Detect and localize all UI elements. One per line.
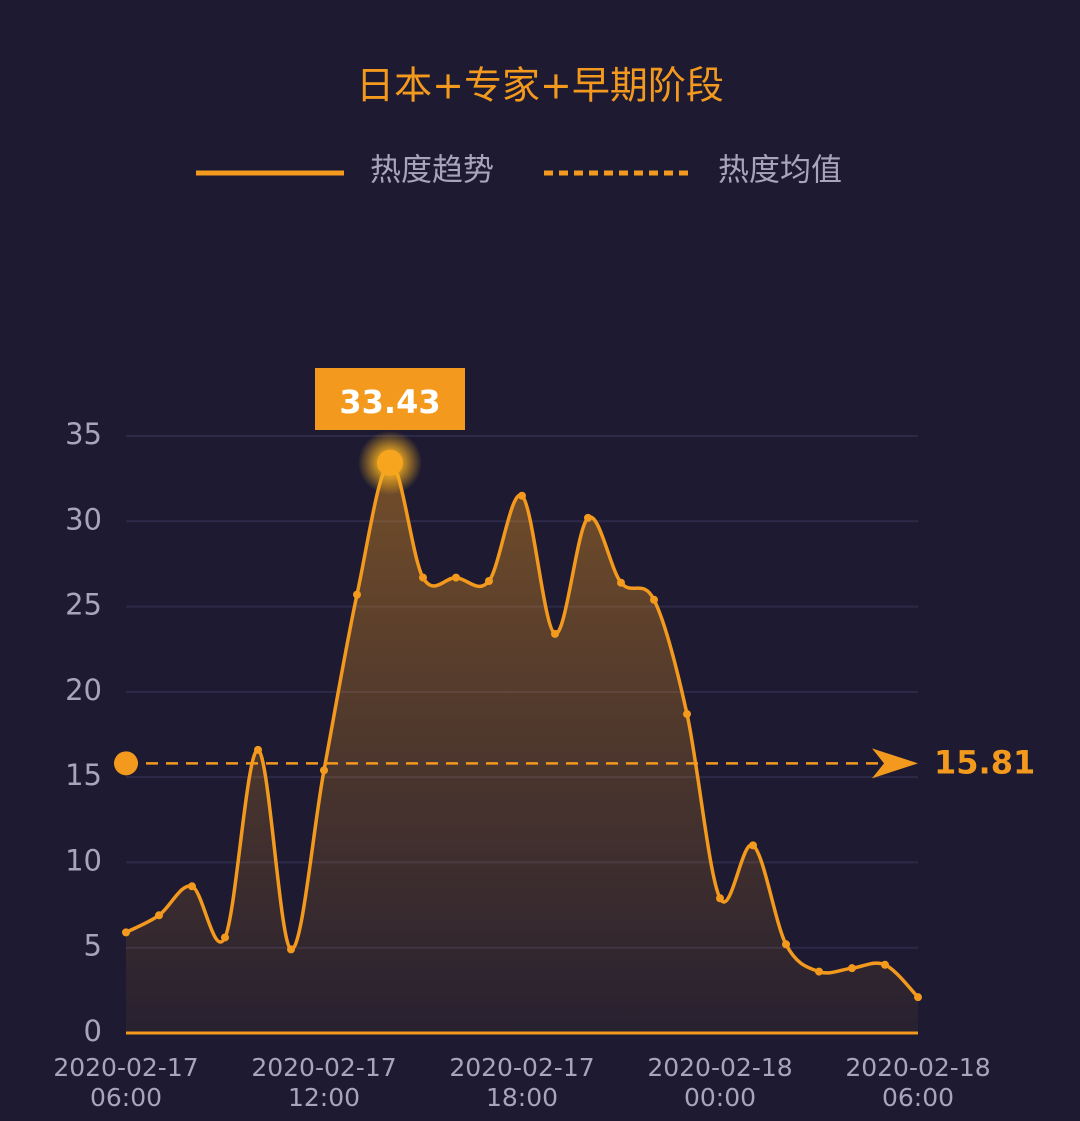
point xyxy=(155,911,163,920)
point xyxy=(848,964,856,973)
point xyxy=(485,576,493,585)
y-tick-label: 15 xyxy=(65,758,102,792)
x-tick-label: 2020-02-18 00:00 xyxy=(647,1053,793,1112)
point xyxy=(650,595,658,604)
area xyxy=(126,462,918,1033)
x-tick-label: 2020-02-17 06:00 xyxy=(53,1053,199,1112)
y-tick-label: 10 xyxy=(65,843,102,877)
point xyxy=(782,940,790,949)
point xyxy=(815,967,823,976)
max-label: 33.43 xyxy=(339,383,440,421)
point xyxy=(254,745,262,754)
max-label-box xyxy=(315,368,465,430)
point xyxy=(353,590,361,599)
point xyxy=(188,882,196,891)
point xyxy=(122,928,130,937)
y-tick-label: 35 xyxy=(65,417,102,451)
point xyxy=(518,491,526,500)
point xyxy=(683,710,691,719)
point xyxy=(287,945,295,954)
point xyxy=(881,960,889,969)
point xyxy=(452,573,460,582)
y-tick-label: 0 xyxy=(84,1014,102,1048)
point xyxy=(617,578,625,587)
mean-arrow xyxy=(872,748,918,779)
point xyxy=(419,573,427,582)
point xyxy=(320,766,328,775)
point xyxy=(716,894,724,903)
point xyxy=(551,629,559,638)
chart-title: 日本+专家+早期阶段 xyxy=(356,64,724,108)
mean-label: 15.81 xyxy=(934,743,1035,781)
y-tick-label: 20 xyxy=(65,673,102,707)
point xyxy=(584,513,592,522)
mean-start xyxy=(114,751,138,776)
x-tick-label: 2020-02-17 18:00 xyxy=(449,1053,595,1112)
x-tick-label: 2020-02-18 06:00 xyxy=(845,1053,991,1112)
point xyxy=(749,841,757,850)
legend-label: 热度均值 xyxy=(718,153,842,189)
y-tick-label: 30 xyxy=(65,502,102,536)
point xyxy=(221,933,229,942)
max-point xyxy=(377,449,403,476)
y-tick-label: 25 xyxy=(65,588,102,622)
point xyxy=(914,993,922,1002)
x-tick-label: 2020-02-17 12:00 xyxy=(251,1053,397,1112)
y-tick-label: 5 xyxy=(84,929,102,963)
legend-label: 热度趋势 xyxy=(370,153,494,189)
